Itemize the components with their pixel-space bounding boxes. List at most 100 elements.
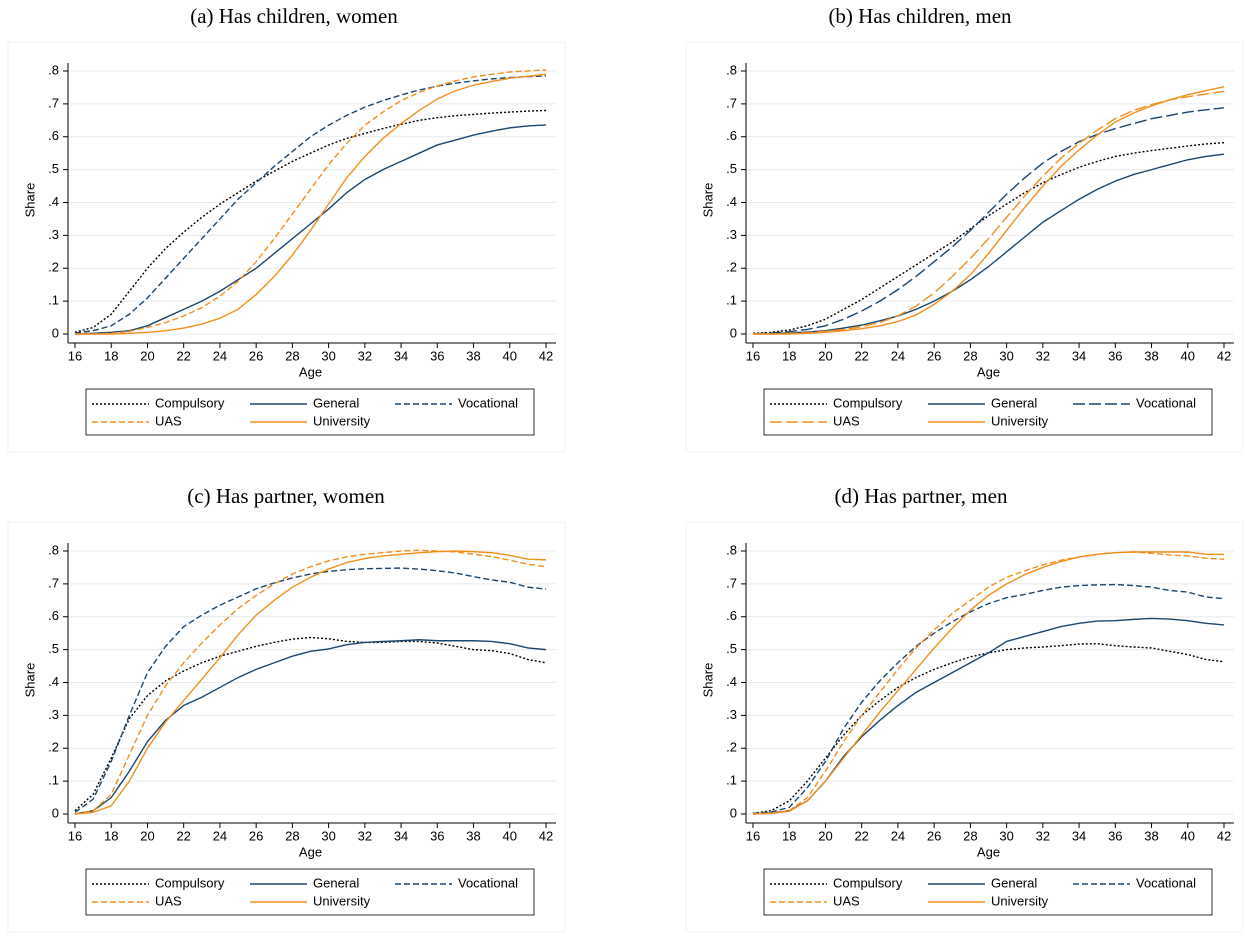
x-tick-label: 30 [321,348,335,363]
y-tick-label: .7 [726,95,737,110]
legend-label: General [991,395,1037,410]
y-tick-label: .8 [726,542,737,557]
legend-label: Compulsory [833,875,903,890]
x-tick-label: 16 [746,828,760,843]
panel: (d) Has partner, men 0 .1 .2 .3 .4 .5 .6 .7 .8 16 1… [685,484,1244,933]
x-tick-label: 22 [854,348,868,363]
panel-title: (b) Has children, men [828,4,1012,28]
x-axis-label: Age [299,364,322,379]
y-axis-label: Share [22,663,37,698]
x-tick-label: 40 [503,348,517,363]
panel: (c) Has partner, women 0 .1 .2 .3 .4 .5 .6 .7 .8 1… [7,484,566,933]
y-tick-label: .4 [726,194,737,209]
series-line [75,69,547,335]
y-tick-label: .8 [48,542,59,557]
x-tick-label: 28 [963,828,977,843]
x-tick-label: 38 [1144,348,1158,363]
x-axis-label: Age [977,844,1000,859]
panel-title: (a) Has children, women [190,4,398,28]
legend-label: University [313,893,371,908]
series-line [74,639,547,815]
y-tick-label: .7 [726,575,737,590]
y-tick-label: .7 [48,95,59,110]
y-tick-label: .1 [48,293,59,308]
legend-label: General [991,875,1037,890]
y-tick-label: .6 [48,128,59,143]
panel-title: (c) Has partner, women [187,484,385,508]
y-tick-label: 0 [730,805,737,820]
legend-box [763,868,1213,916]
x-tick-label: 28 [963,348,977,363]
x-tick-label: 26 [927,348,941,363]
y-tick-label: .2 [726,740,737,755]
legend-label: Vocational [1136,395,1196,410]
y-tick-label: 0 [52,325,59,340]
x-tick-label: 36 [430,348,444,363]
x-tick-label: 36 [1108,348,1122,363]
x-tick-label: 32 [358,348,372,363]
legend-label: Compulsory [833,395,903,410]
x-tick-label: 26 [927,828,941,843]
x-tick-label: 42 [539,348,553,363]
x-tick-label: 32 [358,828,372,843]
y-tick-label: .2 [726,260,737,275]
y-tick-label: .8 [726,62,737,77]
legend-label: UAS [155,893,182,908]
panel-frame [685,521,1244,933]
x-tick-label: 42 [1217,828,1231,843]
x-tick-label: 28 [285,348,299,363]
panel-frame [7,41,566,453]
x-axis-label: Age [977,364,1000,379]
y-tick-label: .8 [48,62,59,77]
series-line [753,90,1225,335]
x-tick-label: 40 [1181,348,1195,363]
series-line [752,551,1224,815]
series-line [752,643,1225,815]
y-tick-label: .6 [726,128,737,143]
y-tick-label: .3 [726,227,737,242]
y-tick-label: .2 [48,740,59,755]
x-tick-label: 18 [104,348,118,363]
x-tick-label: 34 [1072,348,1086,363]
series-line [74,109,547,334]
x-tick-label: 20 [140,348,154,363]
series-line [74,550,547,815]
x-tick-label: 34 [1072,828,1086,843]
legend-box [85,388,535,436]
series-line [74,636,547,812]
y-tick-label: .3 [726,707,737,722]
x-tick-label: 16 [68,828,82,843]
x-tick-label: 30 [999,828,1013,843]
x-tick-label: 34 [394,348,408,363]
x-tick-label: 42 [539,828,553,843]
legend-label: UAS [833,413,860,428]
x-tick-label: 38 [1144,828,1158,843]
series-line [752,153,1225,335]
series-line [752,107,1225,335]
y-tick-label: .6 [48,608,59,623]
x-tick-label: 20 [818,348,832,363]
x-tick-label: 32 [1036,348,1050,363]
y-tick-label: .1 [726,773,737,788]
x-tick-label: 32 [1036,828,1050,843]
x-tick-label: 24 [891,348,905,363]
panel: (b) Has children, men 0 .1 .2 .3 .4 .5 .6 .7 .8 16… [685,4,1244,453]
y-tick-label: .5 [726,641,737,656]
x-tick-label: 24 [213,348,227,363]
x-tick-label: 36 [1108,828,1122,843]
y-tick-label: .5 [48,161,59,176]
legend-label: Vocational [458,875,518,890]
y-tick-label: .7 [48,575,59,590]
panel: (a) Has children, women 0 .1 .2 .3 .4 .5 .6 .7 .8… [7,4,566,453]
legend-label: General [313,875,359,890]
y-tick-label: .6 [726,608,737,623]
legend-label: University [991,893,1049,908]
x-tick-label: 26 [249,348,263,363]
series-line [74,567,547,813]
x-tick-label: 24 [213,828,227,843]
y-tick-label: .5 [48,641,59,656]
x-tick-label: 20 [140,828,154,843]
series-line [752,583,1225,815]
x-tick-label: 22 [176,348,190,363]
